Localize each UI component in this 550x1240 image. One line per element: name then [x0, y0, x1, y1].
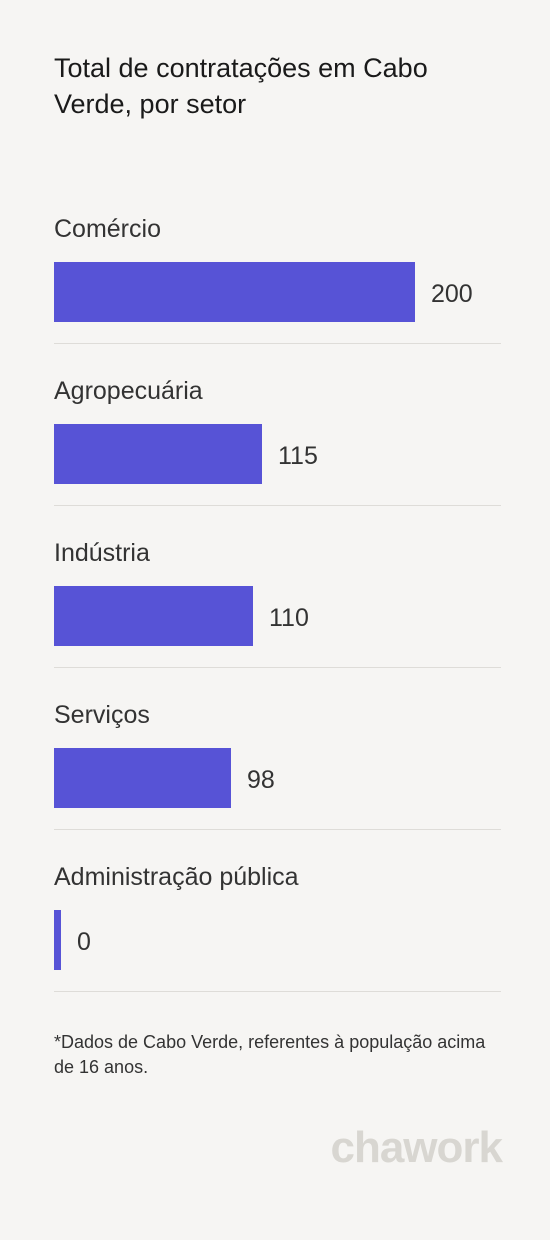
bar: [54, 910, 61, 970]
row-divider: [54, 829, 501, 830]
category-label: Administração pública: [54, 863, 299, 891]
bar: [54, 586, 253, 646]
bar: [54, 424, 262, 484]
value-label: 200: [431, 280, 473, 308]
value-label: 98: [247, 766, 275, 794]
chart-row: Indústria 110: [54, 524, 501, 686]
bar-chart: Comércio 200 Agropecuária 115 Indústria 110 Se…: [54, 200, 501, 1010]
value-label: 110: [269, 604, 309, 632]
chart-row: Agropecuária 115: [54, 362, 501, 524]
row-divider: [54, 991, 501, 992]
category-label: Comércio: [54, 215, 161, 243]
value-label: 115: [278, 442, 318, 470]
chart-title: Total de contratações em Cabo Verde, por…: [54, 53, 428, 119]
chart-row: Administração pública 0: [54, 848, 501, 1010]
bar: [54, 748, 231, 808]
chart-row: Serviços 98: [54, 686, 501, 848]
row-divider: [54, 667, 501, 668]
footnote: *Dados de Cabo Verde, referentes à popul…: [54, 1032, 486, 1077]
value-label: 0: [77, 928, 91, 956]
category-label: Serviços: [54, 701, 150, 729]
row-divider: [54, 505, 501, 506]
category-label: Agropecuária: [54, 377, 203, 405]
bar: [54, 262, 415, 322]
chart-row: Comércio 200: [54, 200, 501, 362]
row-divider: [54, 343, 501, 344]
chawork-logo: chawork: [330, 1123, 503, 1172]
category-label: Indústria: [54, 539, 150, 567]
